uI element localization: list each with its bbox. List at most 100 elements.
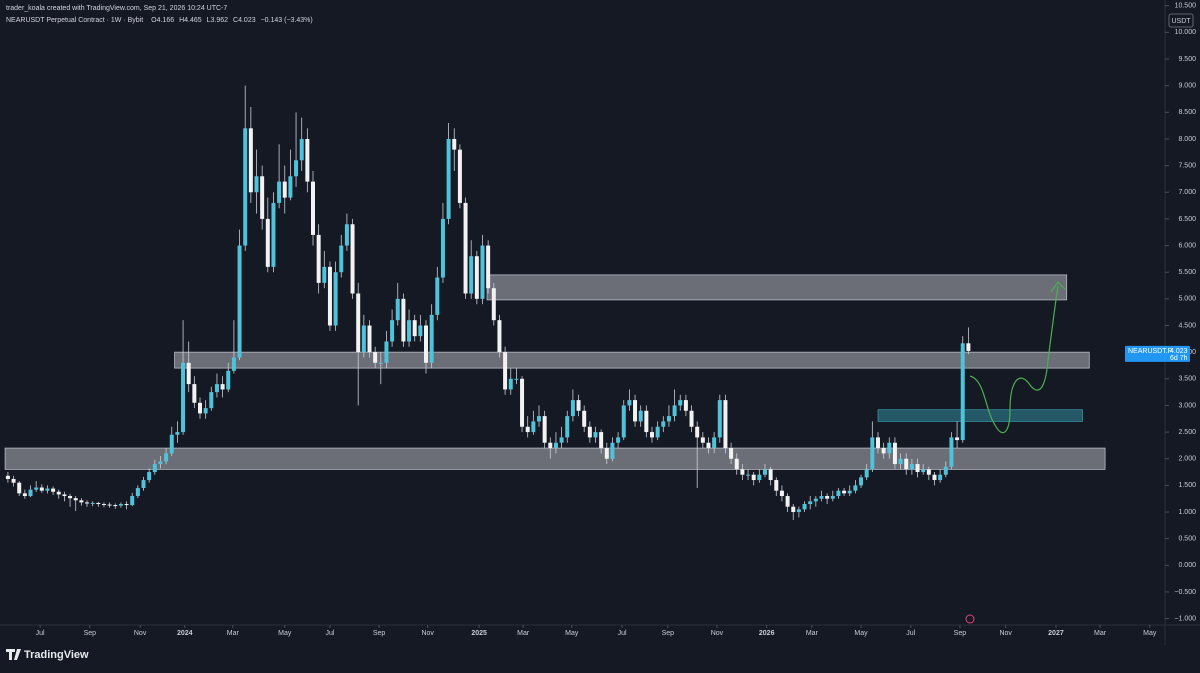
candle-body [791,506,796,513]
candle-body [373,352,378,363]
x-tick-label: Mar [227,630,240,637]
c-label: C [233,17,238,24]
x-tick-label: 2025 [471,630,487,637]
candle-body [435,277,440,315]
candle-body [423,325,428,363]
candle-body [463,202,468,294]
candle-body [796,509,801,513]
candle-body [762,469,767,475]
credit: trader_koala created with TradingView.co… [6,5,227,12]
change: −0.143 (−3.43%) [261,17,313,24]
y-tick-label: 5.000 [1178,296,1196,303]
candle-body [864,469,869,478]
candle-body [322,266,327,283]
x-tick-label: Jul [618,630,627,637]
candle-body [198,402,203,414]
candle-body [960,343,965,441]
currency-box[interactable] [1168,13,1194,28]
tv-logo-mark [6,649,21,660]
candle-body [147,472,152,481]
candle-body [34,487,39,490]
candle-body [11,478,16,483]
candle-body [859,477,864,486]
candle-body [593,432,598,438]
y-tick-label: 6.500 [1178,216,1196,223]
time-axis: Jul Sep Nov 2024 Mar May Jul Sep Nov 2025 Mar May Ju… [36,625,1157,637]
candle-body [390,320,395,342]
candle-body [683,400,688,411]
candle-body [113,505,118,507]
x-tick-label: Mar [517,630,530,637]
y-tick-label: 0.500 [1178,536,1196,543]
candle-body [429,314,434,363]
candle-body [966,343,971,351]
candle-body [356,293,361,353]
y-tick-label: 1.000 [1178,509,1196,516]
candle-body [955,437,960,441]
y-tick-label: 4.500 [1178,322,1196,329]
candle-body [525,426,530,433]
candle-body [904,458,909,470]
candles [5,85,971,521]
candle-body [938,474,943,481]
x-tick-label: Sep [373,630,386,637]
x-tick-label: 2024 [177,630,193,637]
candle-body [56,491,61,495]
currency[interactable]: USDT [1171,18,1191,25]
candle-body [5,475,10,479]
candle-body [79,500,84,503]
y-tick-label: 0.000 [1178,562,1196,569]
candle-body [825,496,830,499]
arrow-head [1050,281,1067,293]
x-tick-label: May [854,630,868,637]
y-tick-label: 7.000 [1178,189,1196,196]
zones [4,274,1106,470]
x-tick-label: Nov [421,630,434,637]
candle-body [570,400,575,417]
candle-body [655,426,660,438]
candle-body [181,362,186,433]
candle-body [751,474,756,481]
candle-body [327,266,332,326]
candle-body [192,384,197,403]
candle-body [169,434,174,454]
candle-body [514,378,519,380]
candle-body [22,493,27,497]
candle-body [604,448,609,459]
candle-body [503,352,508,390]
x-tick-label: 2027 [1048,630,1064,637]
x-tick-label: Sep [84,630,97,637]
y-tick-label: 6.000 [1178,242,1196,249]
candle-body [271,202,276,267]
candle-body [446,138,451,219]
candle-body [51,488,56,492]
candle-body [85,502,90,504]
candle-body [469,256,474,294]
candle-body [553,442,558,449]
candle-body [350,224,355,294]
candle-body [73,498,78,501]
candle-body [943,466,948,475]
candle-body [921,469,926,473]
candle-body [107,504,112,506]
candle-body [898,458,903,465]
y-tick-label: 10.000 [1175,29,1197,36]
zone [877,409,1083,422]
candle-body [757,474,762,481]
candle-body [361,325,366,353]
candle-body [28,489,33,497]
price-tag-countdown: 6d 7h [1170,355,1188,362]
candle-body [265,218,270,267]
candle-body [491,288,496,321]
y-tick-label: 10.500 [1175,3,1197,10]
candle-body [779,490,784,497]
x-tick-label: Jul [906,630,915,637]
c-value: 4.023 [238,17,256,24]
candle-body [627,400,632,406]
x-tick-label: Nov [134,630,147,637]
candle-body [186,362,191,385]
candle-body [813,498,818,502]
candle-body [802,504,807,510]
candle-body [587,426,592,438]
